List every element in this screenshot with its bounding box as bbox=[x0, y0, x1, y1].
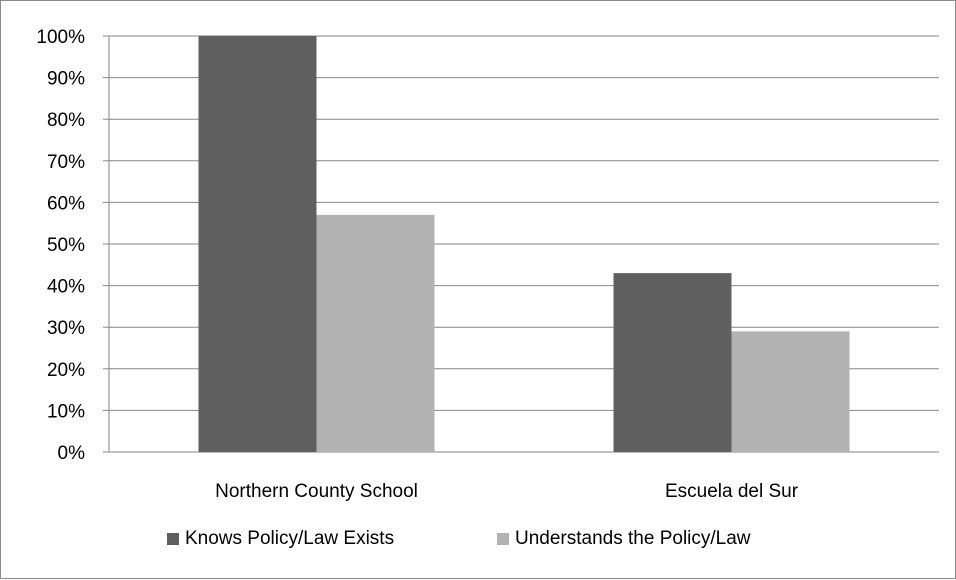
y-tick-label-0: 0% bbox=[58, 443, 86, 464]
bar-1-0 bbox=[316, 214, 435, 452]
legend-label-0: Knows Policy/Law Exists bbox=[185, 528, 394, 549]
y-tick-label-8: 80% bbox=[47, 110, 85, 131]
legend-label-1: Understands the Policy/Law bbox=[515, 528, 751, 549]
bar-1-1 bbox=[731, 331, 850, 452]
y-tick-label-3: 30% bbox=[47, 318, 85, 339]
y-tick-label-7: 70% bbox=[47, 152, 85, 173]
y-tick-label-5: 50% bbox=[47, 235, 85, 256]
y-tick-label-2: 20% bbox=[47, 360, 85, 381]
y-tick-label-4: 40% bbox=[47, 277, 85, 298]
y-tick-label-9: 90% bbox=[47, 69, 85, 90]
legend-swatch-0 bbox=[167, 533, 179, 545]
bar-0-1 bbox=[613, 273, 732, 452]
legend-swatch-1 bbox=[497, 533, 509, 545]
y-tick-label-10: 100% bbox=[36, 27, 85, 48]
category-label-1: Escuela del Sur bbox=[665, 481, 799, 502]
category-label-0: Northern County School bbox=[215, 481, 418, 502]
bar-0-0 bbox=[198, 36, 317, 452]
y-tick-label-1: 10% bbox=[47, 401, 85, 422]
y-tick-label-6: 60% bbox=[47, 193, 85, 214]
